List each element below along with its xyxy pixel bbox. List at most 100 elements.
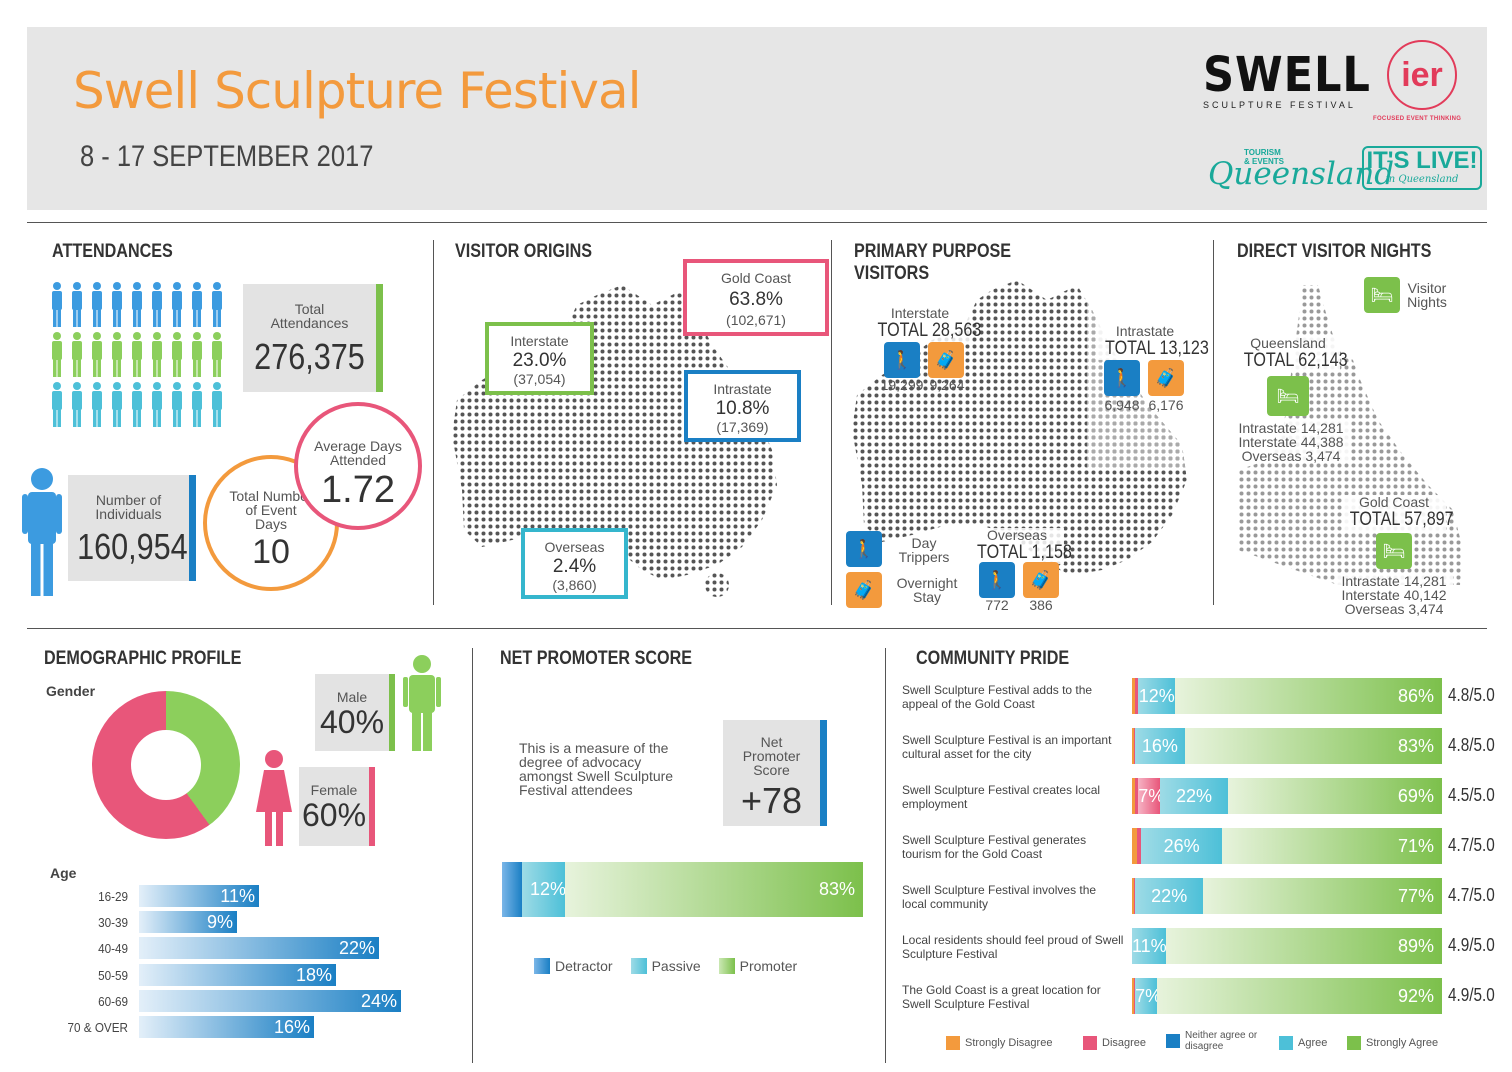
event-days-value: 10 bbox=[252, 533, 290, 571]
agree-segment: 16% bbox=[1135, 728, 1185, 764]
gc-block: Gold Coast TOTAL 57,897 bbox=[1342, 495, 1454, 531]
divider-v1 bbox=[433, 240, 434, 605]
total-attendances-box: Total Attendances 276,375 bbox=[243, 284, 383, 392]
strongly-agree-segment-text: 71% bbox=[1397, 835, 1434, 856]
disagree-sliver-segment bbox=[1136, 828, 1142, 864]
community-statement: Swell Sculpture Festival is an important… bbox=[902, 733, 1112, 761]
purpose-overseas-total: TOTAL 1,158 bbox=[977, 542, 1072, 563]
gc-interstate: Interstate 40,142 bbox=[1341, 587, 1447, 603]
qld-block: Queensland TOTAL 62,143 bbox=[1236, 336, 1348, 372]
ier-tagline: FOCUSED EVENT THINKING bbox=[1373, 116, 1462, 122]
qld-bed-icon: 🛏 bbox=[1267, 376, 1309, 416]
disagree-sliver-segment bbox=[1133, 978, 1136, 1014]
community-statement: Swell Sculpture Festival involves the lo… bbox=[902, 883, 1097, 911]
origin-interstate-box: Interstate 23.0% (37,054) bbox=[485, 322, 594, 395]
origin-overseas-box: Overseas 2.4% (3,860) bbox=[521, 528, 628, 599]
gc-bed-icon: 🛏 bbox=[1376, 533, 1412, 569]
community-bar: 7% 92% bbox=[1132, 978, 1442, 1014]
male-value: 40% bbox=[319, 704, 385, 740]
age-label: Age bbox=[50, 865, 77, 881]
agree-segment-text: 11% bbox=[1132, 935, 1167, 956]
qld-breakdown: Intrastate 14,281 Interstate 44,388 Over… bbox=[1232, 421, 1350, 463]
agree-segment-text: 26% bbox=[1163, 835, 1200, 856]
purpose-intrastate-block: Intrastate TOTAL 13,123 bbox=[1098, 324, 1209, 360]
purpose-intrastate-day: 6,948 bbox=[1104, 397, 1140, 413]
male-label: Male bbox=[336, 689, 368, 705]
visitor-nights-bed-icon: 🛏 bbox=[1364, 277, 1400, 313]
age-bar: 16% bbox=[139, 1016, 314, 1038]
strongly-agree-segment: 77% bbox=[1203, 878, 1442, 914]
total-attendances-label: Total Attendances bbox=[270, 301, 349, 331]
community-bar: 7% 22% 69% bbox=[1132, 778, 1442, 814]
average-days-circle: Average Days Attended 1.72 bbox=[294, 402, 422, 530]
legend-strongly-agree: Strongly Agree bbox=[1347, 1036, 1438, 1050]
community-score: 4.8/5.0 bbox=[1448, 735, 1495, 755]
legend-disagree: Disagree bbox=[1083, 1036, 1146, 1050]
community-legend: Strongly Disagree Disagree Neither agree… bbox=[946, 1030, 1466, 1054]
detractor-swatch bbox=[534, 958, 550, 974]
divider-v5 bbox=[885, 648, 886, 1063]
agree-segment: 22% bbox=[1159, 778, 1229, 814]
day-tripper-icon: 🚶 bbox=[979, 562, 1015, 598]
strongly-agree-segment-text: 83% bbox=[1397, 735, 1434, 756]
origin-overseas-count: (3,860) bbox=[552, 577, 597, 593]
female-box: Female 60% bbox=[299, 767, 375, 846]
detractor-label: Detractor bbox=[555, 958, 613, 974]
female-value: 60% bbox=[301, 797, 367, 833]
age-group-label: 50-59 bbox=[98, 967, 128, 983]
nps-passive-segment: 12% bbox=[522, 862, 566, 917]
strongly-agree-segment: 71% bbox=[1221, 828, 1442, 864]
its-live-text: IT'S LIVE! bbox=[1366, 147, 1478, 174]
gc-breakdown: Intrastate 14,281 Interstate 40,142 Over… bbox=[1335, 574, 1453, 616]
swell-logo-text: SWELL bbox=[1203, 47, 1371, 103]
gc-overseas: Overseas 3,474 bbox=[1344, 601, 1444, 617]
age-bar-value: 24% bbox=[360, 990, 397, 1011]
nps-legend-promoter: Promoter bbox=[718, 958, 797, 974]
disagree-label: Disagree bbox=[1102, 1037, 1147, 1049]
community-pride-rows: Swell Sculpture Festival adds to the app… bbox=[900, 678, 1505, 1028]
strongly-agree-segment: 89% bbox=[1166, 928, 1442, 964]
event-days-circle: Total Number of Event Days 10 bbox=[203, 455, 339, 591]
ier-logo: ier bbox=[1387, 40, 1457, 110]
nps-legend-detractor: Detractor bbox=[534, 958, 613, 974]
nps-promoter-segment: 83% bbox=[565, 862, 863, 917]
agree-segment: 26% bbox=[1141, 828, 1222, 864]
divider-middle bbox=[27, 628, 1487, 629]
nps-description: This is a measure of the degree of advoc… bbox=[519, 740, 674, 798]
nps-legend-passive: Passive bbox=[630, 958, 701, 974]
age-bar: 22% bbox=[139, 937, 379, 960]
age-bar-value: 11% bbox=[220, 886, 255, 906]
individuals-label: Number of Individuals bbox=[95, 492, 162, 522]
strongly-agree-label: Strongly Agree bbox=[1366, 1037, 1439, 1049]
disagree-segment: 7% bbox=[1138, 778, 1160, 814]
strongly-disagree-segment bbox=[1132, 878, 1134, 914]
community-bar: 11% 89% bbox=[1132, 928, 1442, 964]
age-group-label: 60-69 bbox=[98, 993, 128, 1009]
tourism-queensland-logo: TOURISM & EVENTS Queensland bbox=[1208, 146, 1394, 192]
community-statement: Swell Sculpture Festival generates touri… bbox=[902, 833, 1087, 861]
individual-person-icon bbox=[22, 468, 62, 596]
purpose-interstate-total: TOTAL 28,563 bbox=[877, 320, 982, 341]
legend-agree: Agree bbox=[1279, 1036, 1327, 1050]
header-banner bbox=[27, 27, 1487, 210]
origin-gold-coast-label: Gold Coast bbox=[720, 270, 792, 286]
swell-logo: SWELL SCULPTURE FESTIVAL bbox=[1203, 47, 1371, 120]
agree-segment-text: 22% bbox=[1175, 785, 1212, 806]
strongly-disagree-swatch bbox=[946, 1036, 960, 1050]
divider-top bbox=[27, 222, 1487, 223]
its-live-logo: IT'S LIVE! in Queensland bbox=[1362, 146, 1482, 190]
origin-interstate-pct: 23.0% bbox=[512, 350, 567, 371]
legend-neither: Neither agree or disagree bbox=[1166, 1030, 1267, 1052]
strongly-disagree-segment bbox=[1132, 828, 1137, 864]
origin-interstate-label: Interstate bbox=[510, 333, 569, 349]
overnight-suitcase-icon: 🧳 bbox=[1023, 562, 1059, 598]
overnight-suitcase-icon: 🧳 bbox=[928, 342, 964, 378]
strongly-agree-segment-text: 92% bbox=[1397, 985, 1434, 1006]
community-bar: 22% 77% bbox=[1132, 878, 1442, 914]
origin-intrastate-box: Intrastate 10.8% (17,369) bbox=[684, 370, 801, 442]
nps-title: NET PROMOTER SCORE bbox=[500, 648, 693, 669]
visitor-origins-title: VISITOR ORIGINS bbox=[455, 241, 593, 262]
divider-v2 bbox=[831, 240, 832, 605]
legend-overnight-stay: Overnight Stay bbox=[896, 575, 958, 605]
gender-donut bbox=[92, 691, 240, 839]
